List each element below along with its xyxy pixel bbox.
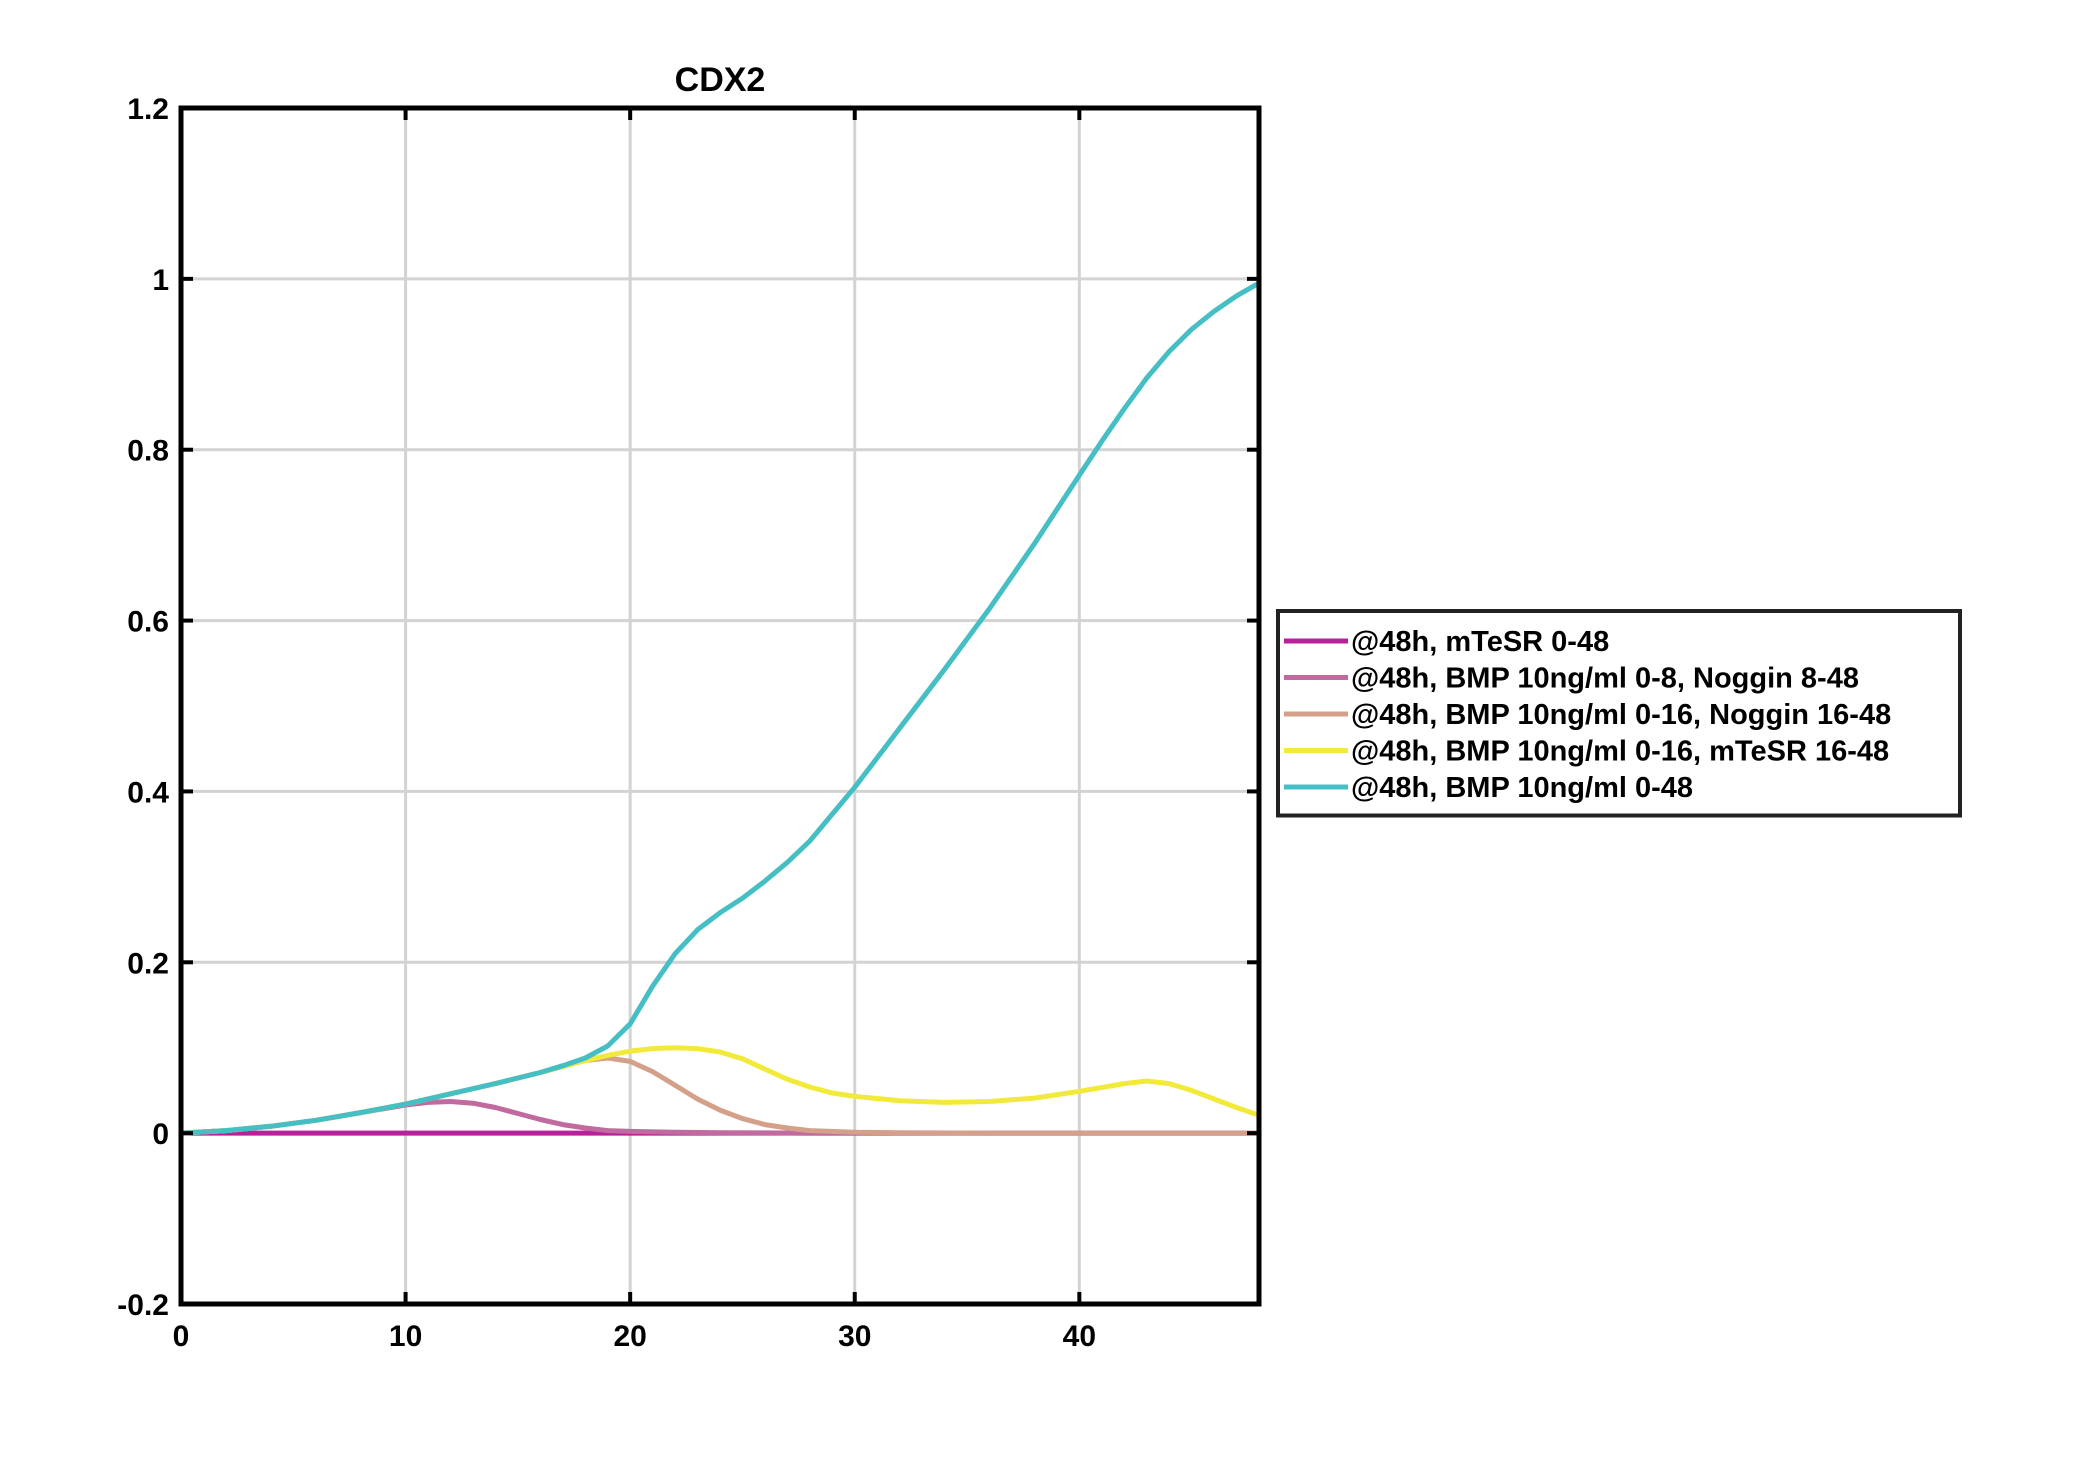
legend-box: [1276, 609, 1962, 818]
x-tick-label: 20: [613, 1320, 646, 1353]
y-tick-label: 0: [152, 1118, 169, 1151]
legend-label: @48h, BMP 10ng/ml 0-16, mTeSR 16-48: [1351, 736, 1889, 768]
chart-title: CDX2: [675, 61, 766, 99]
legend-label: @48h, BMP 10ng/ml 0-16, Noggin 16-48: [1351, 699, 1891, 731]
x-tick-label: 30: [838, 1320, 871, 1353]
legend: @48h, mTeSR 0-48 @48h, BMP 10ng/ml 0-8, N…: [1276, 609, 1962, 818]
x-tick-label: 40: [1063, 1320, 1096, 1353]
legend-label: @48h, BMP 10ng/ml 0-48: [1351, 772, 1693, 804]
plot-frame: [178, 105, 1262, 1307]
legend-label: @48h, mTeSR 0-48: [1351, 626, 1609, 658]
x-tick-label: 10: [389, 1320, 422, 1353]
y-tick-label: 0.4: [127, 776, 169, 809]
y-tick-label: -0.2: [117, 1289, 169, 1322]
y-tick-label: 1: [152, 264, 169, 297]
series-line-4: [178, 1045, 1262, 1136]
grid: [181, 108, 1259, 1304]
series-lines: [178, 280, 1262, 1136]
y-tick-label: 1.2: [127, 93, 169, 126]
series-line-5: [178, 280, 1262, 1136]
y-axis-tick-labels: -0.2 0 0.2 0.4 0.6 0.8 1 1.2: [117, 93, 169, 1322]
axis-ticks: [179, 106, 1259, 1306]
y-tick-label: 0.8: [127, 435, 169, 468]
y-tick-label: 0.6: [127, 606, 169, 639]
x-axis-tick-labels: 0 10 20 30 40: [173, 1320, 1096, 1353]
y-tick-label: 0.2: [127, 947, 169, 980]
legend-label: @48h, BMP 10ng/ml 0-8, Noggin 8-48: [1351, 663, 1859, 695]
series-line-3: [178, 1055, 1262, 1136]
x-tick-label: 0: [173, 1320, 190, 1353]
